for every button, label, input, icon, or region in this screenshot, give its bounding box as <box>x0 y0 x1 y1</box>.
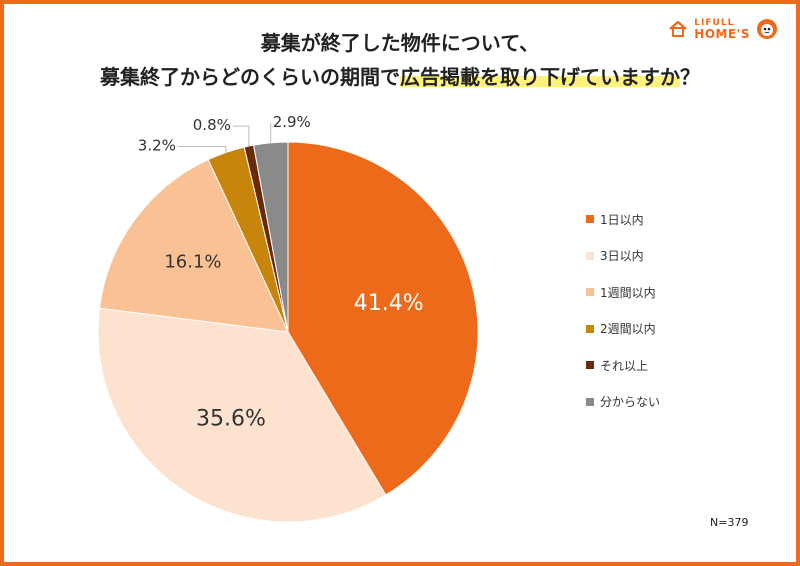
title-highlight: 広告掲載を取り下げていますか <box>400 65 680 89</box>
legend-swatch <box>586 397 594 406</box>
logo-text: LIFULL HOME'S <box>694 18 750 40</box>
title-line-2-plain: 募集終了からどのくらいの期間で <box>100 65 400 89</box>
legend-item-unknown: 分からない <box>586 395 660 409</box>
legend-swatch <box>586 288 594 297</box>
slice-value-label-1day: 41.4% <box>354 291 424 316</box>
pie-slice-1day <box>287 141 479 496</box>
lifull-homes-logo: LIFULL HOME'S <box>668 18 778 40</box>
logo-line-1: LIFULL <box>694 18 735 28</box>
legend-label: 3日以内 <box>600 249 644 264</box>
legend-swatch <box>586 251 594 260</box>
legend-item-1day: 1日以内 <box>586 212 660 227</box>
legend-label: それ以上 <box>600 358 649 373</box>
title-line-2: 募集終了からどのくらいの期間で広告掲載を取り下げていますか？ <box>40 60 760 94</box>
slice-value-label-1week: 16.1% <box>164 251 221 272</box>
legend-item-longer: それ以上 <box>586 358 660 373</box>
legend-swatch <box>586 361 594 370</box>
legend-label: 1週間以内 <box>600 285 656 300</box>
legend-label: 1日以内 <box>600 212 644 227</box>
sample-size-label: N=379 <box>710 516 749 529</box>
legend-item-1week: 1週間以内 <box>586 285 660 300</box>
legend-item-2weeks: 2週間以内 <box>586 322 660 336</box>
title-question-mark: ？ <box>680 65 700 89</box>
title-line-1: 募集が終了した物件について、 <box>260 31 540 55</box>
legend-label: 2週間以内 <box>600 322 656 337</box>
logo-line-2: HOME'S <box>694 27 750 41</box>
slice-value-label-3days: 35.6% <box>196 407 266 432</box>
legend: 1日以内 3日以内 1週間以内 2週間以内 それ以上 分からない <box>586 212 660 432</box>
legend-swatch <box>586 215 594 223</box>
mascot-icon <box>757 19 777 39</box>
leader-line-2weeks <box>177 145 227 153</box>
house-icon <box>669 20 688 37</box>
legend-item-3days: 3日以内 <box>586 249 660 263</box>
slice-value-label-2weeks: 3.2% <box>138 136 176 154</box>
leader-line-longer <box>232 125 250 147</box>
legend-swatch <box>586 324 594 333</box>
pie-slice-1week <box>98 158 289 333</box>
chart-title: 募集が終了した物件について、 募集終了からどのくらいの期間で広告掲載を取り下げて… <box>40 26 760 94</box>
slice-value-label-longer: 0.8% <box>193 116 231 134</box>
pie-slice-3days <box>97 307 387 523</box>
legend-label: 分からない <box>600 395 661 410</box>
slice-value-label-unknown: 2.9% <box>273 113 311 131</box>
